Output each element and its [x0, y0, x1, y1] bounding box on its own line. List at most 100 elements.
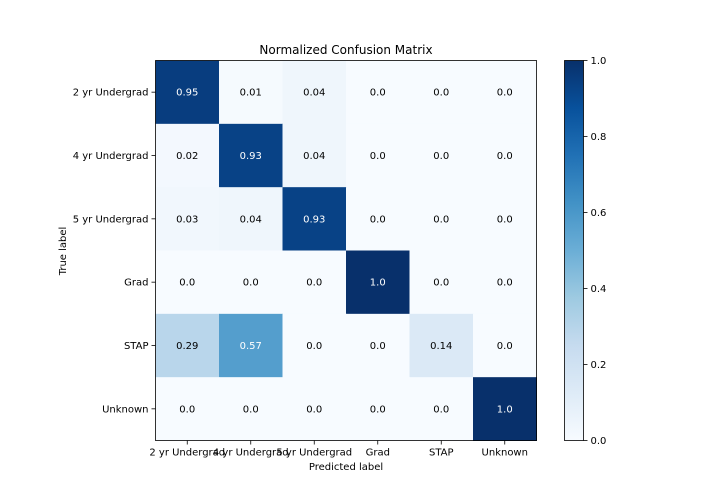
cell-value-label: 0.0: [243, 278, 259, 289]
colorbar-tick-label: 0.4: [591, 284, 607, 295]
heatmap-cell: [473, 123, 537, 188]
heatmap-cell: [219, 187, 283, 251]
y-axis-label: True label: [58, 227, 69, 277]
cell-value-label: 0.0: [179, 278, 195, 289]
heatmap-cell: [155, 250, 220, 315]
y-tick-label: Unknown: [102, 404, 148, 415]
cell-value-label: 0.0: [243, 404, 259, 415]
cell-value-label: 0.0: [433, 88, 449, 99]
chart-title: Normalized Confusion Matrix: [259, 43, 432, 57]
heatmap-cell: [282, 60, 347, 125]
x-tick-label: 2 yr Undergrad: [149, 448, 225, 459]
cell-value-label: 0.0: [306, 341, 322, 352]
x-tick-label: Unknown: [482, 448, 528, 459]
cell-value-label: 0.0: [433, 404, 449, 415]
x-tick-label: 5 yr Undergrad: [276, 448, 352, 459]
cell-value-label: 0.0: [306, 404, 322, 415]
x-axis-label: Predicted label: [309, 462, 383, 473]
cell-value-label: 0.0: [306, 278, 322, 289]
heatmap-cell: [219, 377, 283, 441]
cell-value-label: 0.0: [370, 88, 386, 99]
heatmap-cell: [473, 250, 537, 315]
cell-value-label: 0.04: [240, 214, 262, 225]
colorbar-tick-label: 1.0: [591, 56, 607, 67]
heatmap-cell: [282, 377, 347, 441]
cell-value-label: 0.03: [176, 214, 198, 225]
heatmap-cell: [346, 60, 410, 125]
heatmap-cell: [346, 377, 410, 441]
heatmap-cell-labels: 0.95 0.01 0.04 0.0 0.0 0.0 0.02 0.93 0.04 0.0 0.0 0…: [176, 88, 513, 416]
colorbar-tick-label: 0.6: [591, 208, 607, 219]
cell-value-label: 0.0: [433, 151, 449, 162]
heatmap-cell: [155, 187, 220, 251]
cell-value-label: 1.0: [370, 278, 386, 289]
colorbar-tick-label: 0.0: [591, 436, 607, 447]
heatmap-cell: [409, 187, 474, 251]
y-tick-label: 5 yr Undergrad: [73, 214, 149, 225]
heatmap-cell: [219, 250, 283, 315]
cell-value-label: 0.0: [433, 278, 449, 289]
x-tick-label: 4 yr Undergrad: [213, 448, 289, 459]
heatmap-cell: [346, 313, 410, 378]
heatmap-cell: [473, 313, 537, 378]
colorbar-tick-label: 0.2: [591, 360, 607, 371]
x-tick-label: STAP: [429, 448, 454, 459]
cell-value-label: 0.0: [497, 341, 513, 352]
cell-value-label: 0.0: [433, 214, 449, 225]
heatmap-cell: [409, 313, 474, 378]
cell-value-label: 0.0: [370, 404, 386, 415]
cell-value-label: 0.93: [240, 151, 262, 162]
cell-value-label: 0.0: [497, 214, 513, 225]
y-tick-label: 2 yr Undergrad: [73, 88, 149, 99]
colorbar-tick-label: 0.8: [591, 132, 607, 143]
heatmap-cell: [155, 313, 220, 378]
cell-value-label: 0.14: [430, 341, 452, 352]
x-tick-label: Grad: [366, 448, 390, 459]
y-tick-label: Grad: [124, 278, 148, 289]
cell-value-label: 0.29: [176, 341, 198, 352]
heatmap-cell: [473, 60, 537, 125]
colorbar: [564, 60, 584, 441]
heatmap-cell: [282, 187, 347, 251]
heatmap-cell: [282, 250, 347, 315]
cell-value-label: 0.04: [303, 88, 325, 99]
cell-value-label: 0.0: [497, 88, 513, 99]
heatmap-cell: [155, 377, 220, 441]
heatmap-cell: [346, 187, 410, 251]
heatmap-cell: [282, 123, 347, 188]
cell-value-label: 0.0: [179, 404, 195, 415]
cell-value-label: 0.02: [176, 151, 198, 162]
heatmap-cell: [409, 377, 474, 441]
cell-value-label: 0.0: [370, 214, 386, 225]
cell-value-label: 0.0: [370, 151, 386, 162]
cell-value-label: 0.04: [303, 151, 325, 162]
cell-value-label: 0.95: [176, 88, 198, 99]
heatmap-cell: [219, 123, 283, 188]
heatmap-cell: [219, 313, 283, 378]
y-tick-label: 4 yr Undergrad: [73, 151, 149, 162]
heatmap-cell: [409, 60, 474, 125]
cell-value-label: 0.0: [370, 341, 386, 352]
y-axis-ticks: 2 yr Undergrad 4 yr Undergrad 5 yr Undergr…: [73, 88, 156, 415]
heatmap-cell: [282, 313, 347, 378]
cell-value-label: 0.01: [240, 88, 262, 99]
heatmap-cell: [346, 123, 410, 188]
cell-value-label: 0.0: [497, 151, 513, 162]
heatmap-cell: [409, 123, 474, 188]
heatmap-cells: [155, 60, 537, 441]
colorbar-ticks: 0.0 0.2 0.4 0.6 0.8 1.0: [583, 56, 607, 447]
heatmap-cell: [155, 60, 220, 125]
cell-value-label: 0.57: [240, 341, 262, 352]
heatmap-cell: [473, 377, 537, 441]
heatmap-cell: [409, 250, 474, 315]
y-tick-label: STAP: [124, 341, 149, 352]
heatmap-cell: [155, 123, 220, 188]
cell-value-label: 0.93: [303, 214, 325, 225]
heatmap-cell: [346, 250, 410, 315]
heatmap-cell: [473, 187, 537, 251]
plot-frame: [155, 60, 537, 441]
heatmap-cell: [219, 60, 283, 125]
cell-value-label: 1.0: [497, 404, 513, 415]
